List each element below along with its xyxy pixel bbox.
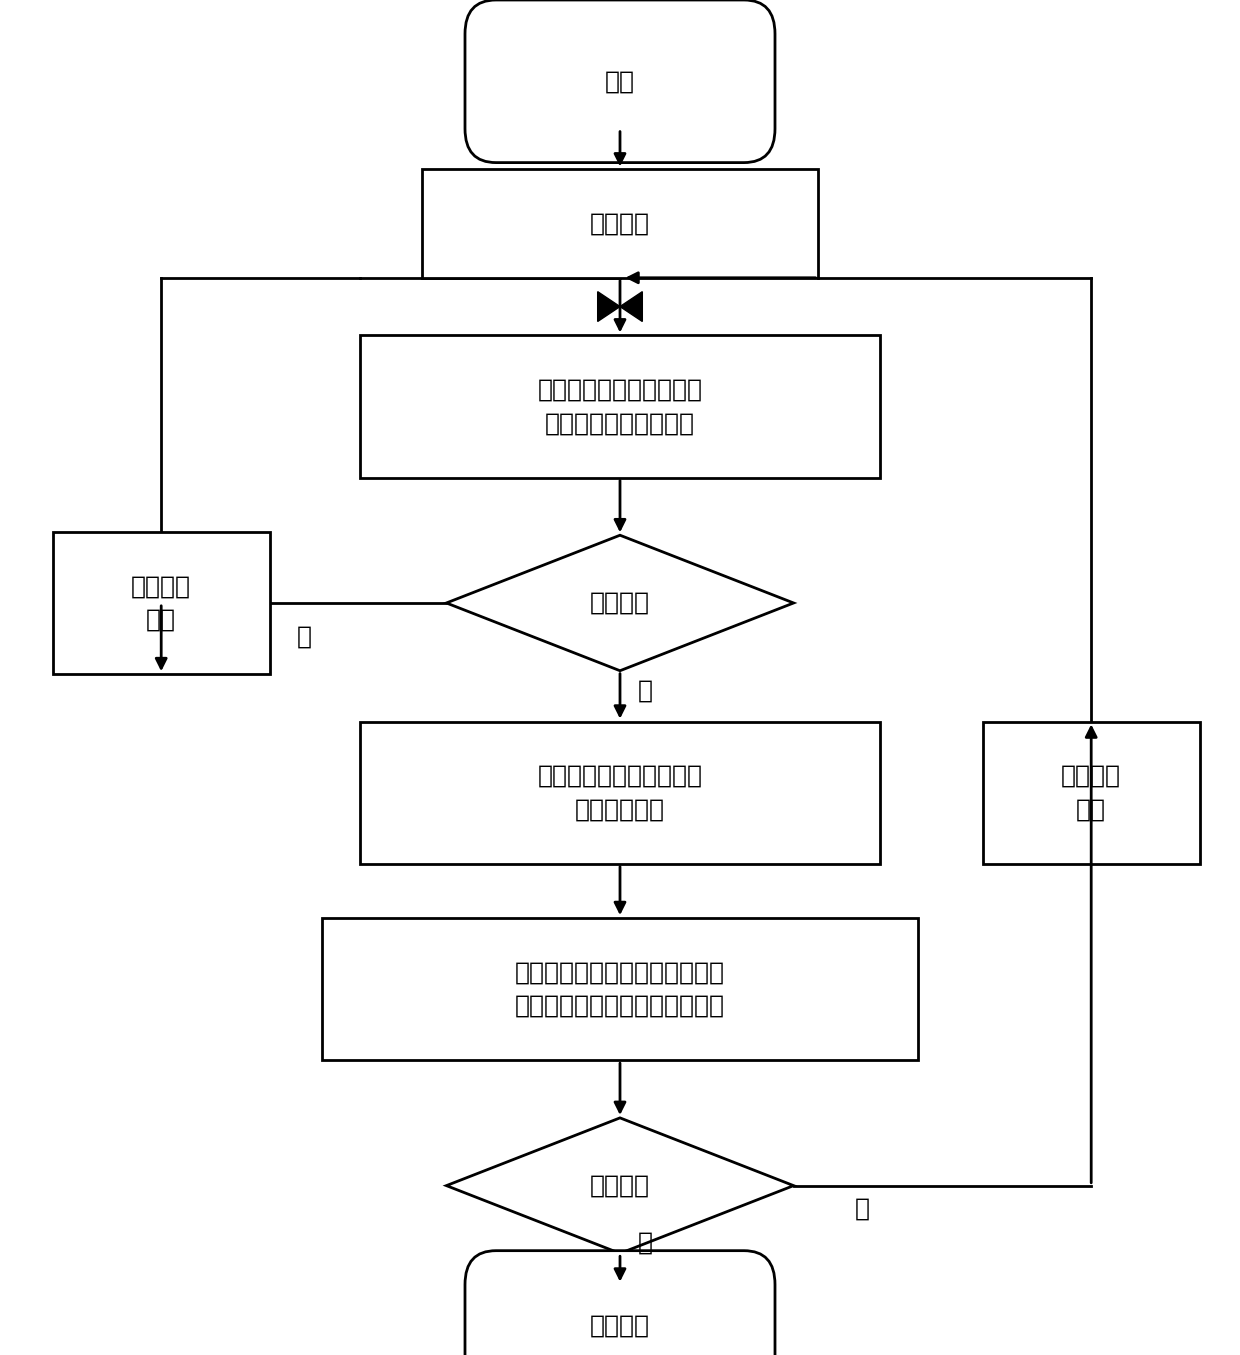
- Text: 否: 否: [296, 625, 311, 649]
- Text: 输入数据: 输入数据: [590, 211, 650, 236]
- Polygon shape: [446, 535, 794, 671]
- Text: 将频率作为未知量，连接节点功
率作为已知量，求解交流子系统: 将频率作为未知量，连接节点功 率作为已知量，求解交流子系统: [515, 961, 725, 1018]
- Text: 是否收敛: 是否收敛: [590, 591, 650, 615]
- Text: 得到直流侧计算结果和连
接节点的功率: 得到直流侧计算结果和连 接节点的功率: [537, 764, 703, 821]
- Bar: [422, 169, 818, 278]
- Bar: [53, 531, 270, 673]
- Text: 更新计算
结果: 更新计算 结果: [1061, 764, 1121, 821]
- FancyBboxPatch shape: [465, 0, 775, 163]
- FancyBboxPatch shape: [465, 1251, 775, 1355]
- Bar: [322, 919, 918, 1060]
- Polygon shape: [598, 291, 620, 321]
- Bar: [360, 336, 880, 478]
- Text: 开始: 开始: [605, 69, 635, 93]
- Polygon shape: [446, 1118, 794, 1253]
- Polygon shape: [620, 291, 642, 321]
- Text: 是否收敛: 是否收敛: [590, 1173, 650, 1198]
- Text: 是: 是: [637, 679, 652, 703]
- Text: 更新计算
结果: 更新计算 结果: [131, 575, 191, 631]
- Text: 输出结果: 输出结果: [590, 1313, 650, 1337]
- Text: 将交流子系统频率作为已
知量，求解直流子系统: 将交流子系统频率作为已 知量，求解直流子系统: [537, 378, 703, 435]
- Bar: [360, 721, 880, 864]
- Text: 是: 是: [637, 1230, 652, 1255]
- Text: 否: 否: [854, 1196, 869, 1221]
- Bar: [982, 721, 1200, 864]
